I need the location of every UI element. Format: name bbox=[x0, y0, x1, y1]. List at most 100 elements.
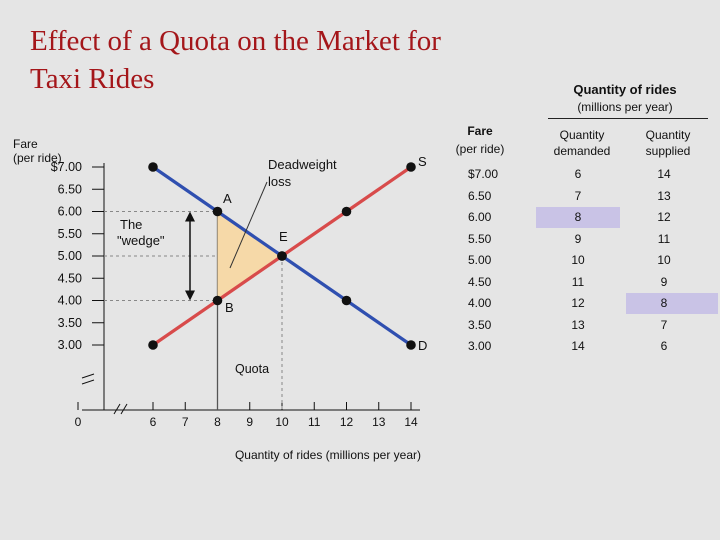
fare-cell: 3.00 bbox=[468, 339, 492, 353]
fare-cell: 6.00 bbox=[468, 210, 492, 224]
y-tick-label: 5.00 bbox=[58, 249, 82, 263]
y-tick-label: 3.00 bbox=[58, 338, 82, 352]
x-tick-label: 7 bbox=[182, 415, 189, 429]
point-e-label: E bbox=[279, 229, 288, 244]
quantity-demanded-cell: 8 bbox=[574, 210, 582, 224]
supply-point bbox=[341, 206, 352, 217]
y-tick-label: 3.50 bbox=[58, 316, 82, 330]
demand-label: D bbox=[418, 338, 427, 353]
deadweight-loss-area bbox=[217, 211, 282, 301]
table-subtitle: (millions per year) bbox=[577, 100, 673, 114]
demand-point bbox=[406, 340, 416, 350]
fare-header-sub: (per ride) bbox=[455, 142, 505, 156]
quantity-supplied-cell: 10 bbox=[657, 253, 671, 267]
table-title: Quantity of rides bbox=[573, 82, 677, 97]
y-axis-break bbox=[81, 379, 95, 385]
wedge-label: The bbox=[120, 217, 142, 232]
point-b-label: B bbox=[225, 300, 234, 315]
y-tick-label: 5.50 bbox=[58, 227, 82, 241]
demand-point bbox=[212, 206, 223, 217]
table-qd-header: Quantity demanded bbox=[544, 127, 620, 159]
deadweight-loss-label: Deadweight bbox=[268, 157, 337, 172]
quantity-supplied-cell: 14 bbox=[657, 167, 671, 181]
table-row: 6.00 8 12 bbox=[456, 207, 718, 228]
fare-cell: 5.00 bbox=[468, 253, 492, 267]
quantity-supplied-cell: 8 bbox=[660, 296, 668, 310]
qs-header-line2: supplied bbox=[645, 144, 691, 158]
table-row: 4.00 12 8 bbox=[456, 293, 718, 314]
table-header-rule bbox=[548, 118, 708, 119]
wedge-area bbox=[217, 211, 282, 301]
quantity-supplied-cell: 7 bbox=[660, 317, 668, 332]
table-fare-header: Fare (per ride) bbox=[452, 122, 508, 158]
fare-cell: 6.50 bbox=[468, 188, 492, 203]
equilibrium-point bbox=[277, 251, 287, 261]
fare-cell: 5.50 bbox=[468, 231, 492, 246]
wedge-arrowhead-top bbox=[185, 211, 195, 222]
highlight-cell bbox=[626, 293, 718, 314]
quantity-demanded-cell: 13 bbox=[571, 317, 585, 332]
y-axis-title: Fare bbox=[13, 137, 38, 151]
demand-point bbox=[148, 162, 158, 172]
x-axis-break bbox=[113, 403, 121, 415]
quantity-supplied-cell: 11 bbox=[657, 231, 671, 246]
quantity-supplied-cell: 9 bbox=[660, 274, 668, 289]
table-row: $7.00 6 14 bbox=[456, 164, 718, 185]
supply-point bbox=[148, 340, 158, 350]
chart-guides bbox=[77, 163, 420, 415]
x-tick-label: 9 bbox=[246, 415, 253, 429]
quantity-demanded-cell: 14 bbox=[571, 339, 585, 353]
supply-point bbox=[212, 295, 223, 306]
table-row: 6.50 7 13 bbox=[456, 186, 718, 207]
x-tick-label: 8 bbox=[214, 415, 221, 429]
x-axis-title: Quantity of rides (millions per year) bbox=[235, 448, 421, 462]
y-axis-title-sub: (per ride) bbox=[13, 151, 62, 165]
slide-title: Effect of a Quota on the Market for Taxi… bbox=[30, 25, 441, 95]
y-tick-label: 4.00 bbox=[58, 294, 82, 308]
x-axis-break bbox=[120, 403, 128, 415]
chart-labels: $7.00 6.50 6.00 5.50 5.00 4.50 4.00 3.50 3.00 Far… bbox=[13, 137, 427, 462]
table-qs-header: Quantity supplied bbox=[630, 127, 706, 159]
qd-header-line1: Quantity bbox=[559, 128, 605, 142]
highlight-cell bbox=[536, 207, 620, 228]
y-axis-break bbox=[81, 373, 95, 379]
table-row: 3.00 14 6 bbox=[456, 336, 718, 357]
fare-cell: 3.50 bbox=[468, 317, 492, 332]
fare-cell: 4.50 bbox=[468, 274, 492, 289]
x-tick-label: 13 bbox=[372, 415, 386, 429]
fare-header-label: Fare bbox=[467, 124, 493, 138]
quantity-demanded-cell: 10 bbox=[571, 253, 585, 267]
quantity-supplied-cell: 13 bbox=[657, 188, 671, 203]
supply-point bbox=[406, 162, 416, 172]
quantity-demanded-cell: 11 bbox=[571, 274, 585, 289]
x-tick-label: 12 bbox=[340, 415, 354, 429]
point-a-label: A bbox=[223, 191, 232, 206]
table-row: 4.50 11 9 bbox=[456, 272, 718, 293]
x-tick-label: 11 bbox=[308, 415, 321, 429]
table-row: 5.00 10 10 bbox=[456, 250, 718, 271]
qd-header-line2: demanded bbox=[553, 144, 611, 158]
wedge-label-2: "wedge" bbox=[117, 233, 165, 248]
quota-label: Quota bbox=[235, 362, 269, 376]
x-tick-label: 10 bbox=[275, 415, 289, 429]
y-tick-label: $7.00 bbox=[51, 160, 82, 174]
qs-header-line1: Quantity bbox=[645, 128, 691, 142]
y-tick-label: 6.50 bbox=[58, 182, 82, 196]
quantity-supplied-cell: 6 bbox=[660, 339, 668, 353]
y-tick-label: 4.50 bbox=[58, 271, 82, 285]
x-tick-label: 14 bbox=[404, 415, 418, 429]
y-tick-label: 6.00 bbox=[58, 205, 82, 219]
deadweight-loss-label-2: loss bbox=[268, 174, 292, 189]
quantity-supplied-cell: 12 bbox=[657, 210, 671, 224]
wedge-arrowhead-bottom bbox=[185, 290, 195, 301]
fare-cell: 4.00 bbox=[468, 296, 492, 310]
supply-label: S bbox=[418, 154, 427, 169]
x-tick-label: 6 bbox=[150, 415, 157, 429]
quantity-demanded-cell: 9 bbox=[574, 231, 582, 246]
fare-cell: $7.00 bbox=[468, 167, 499, 181]
quantity-demanded-cell: 7 bbox=[574, 188, 582, 203]
deadweight-loss-pointer bbox=[229, 181, 268, 269]
table-row: 3.50 13 7 bbox=[456, 315, 718, 336]
quantity-demanded-cell: 12 bbox=[571, 296, 585, 310]
